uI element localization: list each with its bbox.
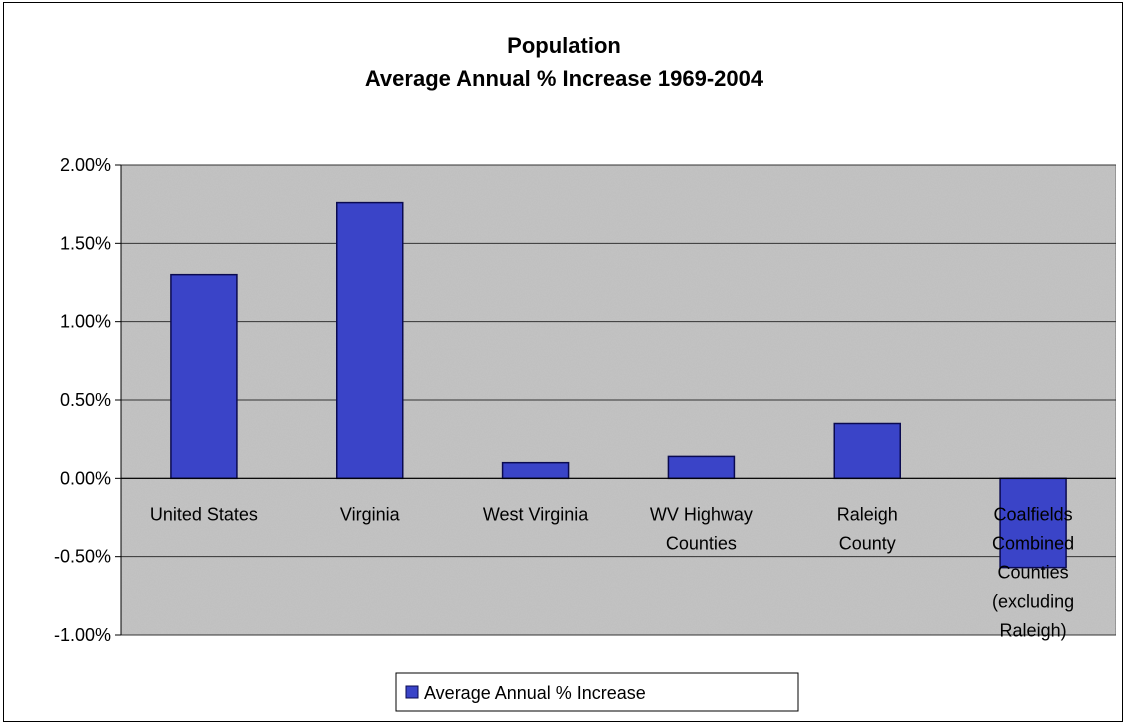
y-tick-label: 0.00% — [60, 468, 111, 488]
chart-title-line-2: Average Annual % Increase 1969-2004 — [365, 66, 764, 91]
x-category-label-line: Combined — [992, 533, 1074, 553]
x-category-label-line: (excluding — [992, 591, 1074, 611]
x-category-label: Coalfields Combined Counties (excluding Rale… — [992, 504, 1074, 640]
chart-title-line-1: Population — [507, 33, 621, 58]
x-category-label-line: Virginia — [340, 504, 401, 524]
y-tick-label: 1.00% — [60, 312, 111, 332]
x-category-label-line: West Virginia — [483, 504, 589, 524]
bar — [667, 455, 736, 480]
x-category-label: United States — [150, 504, 258, 524]
bar — [336, 201, 404, 480]
bar — [501, 461, 570, 480]
legend-box — [395, 672, 799, 712]
x-category-label-line: United States — [150, 504, 258, 524]
x-category-label: WV Highway Counties — [650, 504, 753, 553]
y-tick-label: 1.50% — [60, 233, 111, 253]
x-category-label-line: Coalfields — [994, 504, 1073, 524]
x-category-label-line: Raleigh) — [1000, 620, 1067, 640]
x-category-label-line: Counties — [666, 533, 737, 553]
y-tick-label: -1.00% — [54, 625, 111, 645]
plot-area: 2.00% 1.50% 1.00% 0.50% 0.00% -0.50% -1.00% Uni… — [54, 155, 1117, 645]
x-category-label: Raleigh County — [837, 504, 898, 553]
legend: Average Annual % Increase — [395, 672, 799, 712]
chart-title: Population Average Annual % Increase 1969… — [365, 33, 764, 91]
chart-frame: Population Average Annual % Increase 1969… — [3, 2, 1123, 722]
x-category-label: Virginia — [340, 504, 401, 524]
x-category-label-line: Counties — [998, 562, 1069, 582]
y-tick-label: 2.00% — [60, 155, 111, 175]
y-tick-label: 0.50% — [60, 390, 111, 410]
x-category-label: West Virginia — [483, 504, 589, 524]
legend-swatch — [405, 685, 419, 699]
x-category-label-line: County — [839, 533, 896, 553]
bar — [170, 273, 238, 480]
bar — [833, 422, 901, 480]
x-category-label-line: Raleigh — [837, 504, 898, 524]
bar-chart: Population Average Annual % Increase 1969… — [54, 33, 1117, 712]
y-tick-label: -0.50% — [54, 547, 111, 567]
x-category-label-line: WV Highway — [650, 504, 753, 524]
legend-label: Average Annual % Increase — [424, 683, 646, 703]
bar — [999, 477, 1067, 569]
